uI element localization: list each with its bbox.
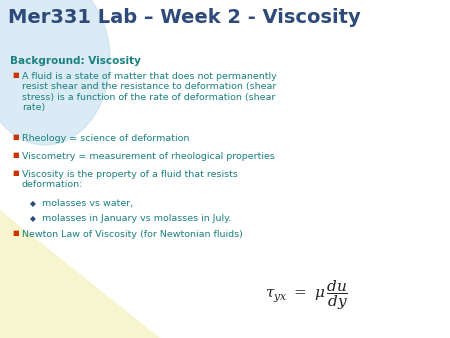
Text: ◆: ◆ — [30, 214, 36, 223]
Text: Viscometry = measurement of rheological properties: Viscometry = measurement of rheological … — [22, 152, 275, 161]
Text: ■: ■ — [12, 134, 18, 140]
Text: ■: ■ — [12, 170, 18, 176]
Ellipse shape — [0, 0, 110, 145]
Text: A fluid is a state of matter that does not permanently
resist shear and the resi: A fluid is a state of matter that does n… — [22, 72, 277, 112]
Polygon shape — [0, 210, 160, 338]
Text: Rheology = science of deformation: Rheology = science of deformation — [22, 134, 189, 143]
Text: Viscosity is the property of a fluid that resists
deformation:: Viscosity is the property of a fluid tha… — [22, 170, 238, 189]
Text: Newton Law of Viscosity (for Newtonian fluids): Newton Law of Viscosity (for Newtonian f… — [22, 230, 243, 239]
Text: molasses in January vs molasses in July.: molasses in January vs molasses in July. — [42, 214, 231, 223]
Text: ■: ■ — [12, 72, 18, 78]
Text: Mer331 Lab – Week 2 - Viscosity: Mer331 Lab – Week 2 - Viscosity — [8, 8, 361, 27]
Text: Background: Viscosity: Background: Viscosity — [10, 56, 141, 66]
Text: molasses vs water,: molasses vs water, — [42, 199, 133, 208]
Text: ■: ■ — [12, 230, 18, 236]
Text: ■: ■ — [12, 152, 18, 158]
Text: ◆: ◆ — [30, 199, 36, 208]
Text: $\tau_{yx}\ =\ \mu\,\dfrac{du}{dy}$: $\tau_{yx}\ =\ \mu\,\dfrac{du}{dy}$ — [265, 278, 348, 312]
